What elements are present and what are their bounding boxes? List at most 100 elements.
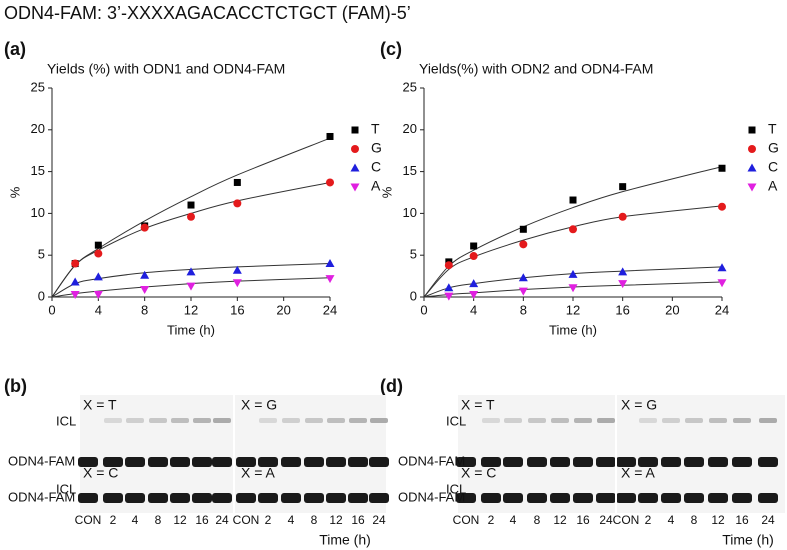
marker xyxy=(444,292,454,301)
marker xyxy=(186,267,196,276)
lane-label: CON xyxy=(453,513,480,527)
marker xyxy=(618,280,628,289)
gel-band xyxy=(213,418,231,423)
marker xyxy=(70,290,80,299)
panel-label: (b) xyxy=(4,376,27,396)
gel-band xyxy=(503,493,523,503)
lane-label: 8 xyxy=(534,513,541,527)
band-label: ODN4-FAM xyxy=(8,453,75,468)
panel-label: (d) xyxy=(380,376,403,396)
gel-band xyxy=(170,493,190,503)
gel-band xyxy=(148,457,168,467)
legend-marker xyxy=(351,145,359,153)
gel-band xyxy=(528,418,546,423)
gel-band xyxy=(527,457,547,467)
marker xyxy=(618,267,628,276)
y-tick-label: 5 xyxy=(38,247,45,262)
x-tick-label: 12 xyxy=(566,302,580,317)
gel-band xyxy=(684,457,704,467)
gel-band xyxy=(236,493,256,503)
lane-label: CON xyxy=(613,513,640,527)
gel-band xyxy=(638,457,658,467)
panel-label: (c) xyxy=(380,39,402,59)
x-tick-label: 24 xyxy=(323,302,337,317)
lane-label: 2 xyxy=(645,513,652,527)
lane-label: 4 xyxy=(288,513,295,527)
gel-band xyxy=(456,493,476,503)
y-axis-label: % xyxy=(379,186,394,198)
group-label: X = G xyxy=(241,397,277,413)
gel-band xyxy=(684,493,704,503)
lane-label: 24 xyxy=(372,513,386,527)
group-label: X = G xyxy=(621,397,657,413)
fit-curve xyxy=(51,181,331,298)
lane-label: 2 xyxy=(488,513,495,527)
marker xyxy=(325,259,335,268)
gel-band xyxy=(597,418,615,423)
legend-label: C xyxy=(768,159,778,175)
gel-band xyxy=(281,457,301,467)
band-label: ICL xyxy=(446,413,466,428)
gel-band xyxy=(662,418,680,423)
y-tick-label: 25 xyxy=(31,79,45,94)
gel-band xyxy=(370,418,388,423)
lane-label: 2 xyxy=(110,513,117,527)
legend-label: A xyxy=(768,178,778,194)
marker xyxy=(569,196,577,204)
gel-band xyxy=(326,457,346,467)
figure-title: ODN4-FAM: 3’-XXXXAGACACCTCTGCT (FAM)-5’ xyxy=(4,3,411,23)
marker xyxy=(469,252,478,261)
legend-label: T xyxy=(768,121,777,137)
gel-band xyxy=(326,493,346,503)
y-tick-label: 25 xyxy=(403,79,417,94)
gel-band xyxy=(327,418,345,423)
gel-band xyxy=(304,493,324,503)
marker xyxy=(518,287,528,296)
panel-label: (a) xyxy=(4,39,26,59)
y-tick-label: 5 xyxy=(410,247,417,262)
legend-marker xyxy=(748,145,756,153)
gel-band xyxy=(103,457,123,467)
gel-band xyxy=(732,493,752,503)
group-label: X = T xyxy=(83,397,117,413)
y-tick-label: 20 xyxy=(403,121,417,136)
gel-band xyxy=(551,418,569,423)
marker xyxy=(71,259,80,268)
lane-label: 8 xyxy=(691,513,698,527)
marker xyxy=(233,178,241,186)
lane-label: CON xyxy=(233,513,260,527)
x-tick-label: 12 xyxy=(184,302,198,317)
band-label: ODN4-FAM xyxy=(8,489,75,504)
legend-label: C xyxy=(371,159,381,175)
lane-label: 12 xyxy=(711,513,725,527)
marker xyxy=(326,178,334,187)
lane-label: 2 xyxy=(265,513,272,527)
marker xyxy=(718,202,726,211)
marker xyxy=(444,283,454,292)
marker xyxy=(469,290,479,299)
chart-title: Yields (%) with ODN1 and ODN4-FAM xyxy=(47,61,285,77)
gel-band xyxy=(616,457,636,467)
gel-band xyxy=(170,457,190,467)
x-tick-label: 20 xyxy=(665,302,679,317)
band-label: ICL xyxy=(56,413,76,428)
gel-band xyxy=(504,418,522,423)
gel-band xyxy=(574,418,592,423)
x-tick-label: 4 xyxy=(470,302,477,317)
gel-band xyxy=(708,457,728,467)
lane-label: 16 xyxy=(576,513,590,527)
gel-band xyxy=(104,418,122,423)
gel-band xyxy=(527,493,547,503)
gel-band xyxy=(78,493,98,503)
lane-label: 16 xyxy=(351,513,365,527)
legend-marker xyxy=(747,183,757,192)
lane-label: 12 xyxy=(329,513,343,527)
gel-band xyxy=(616,493,636,503)
gel-band xyxy=(171,418,189,423)
gel-band xyxy=(573,493,593,503)
marker xyxy=(569,225,577,234)
legend-label: G xyxy=(371,140,382,156)
gel-x-label: Time (h) xyxy=(722,532,774,548)
lane-label: 24 xyxy=(215,513,229,527)
gel-band xyxy=(639,418,657,423)
